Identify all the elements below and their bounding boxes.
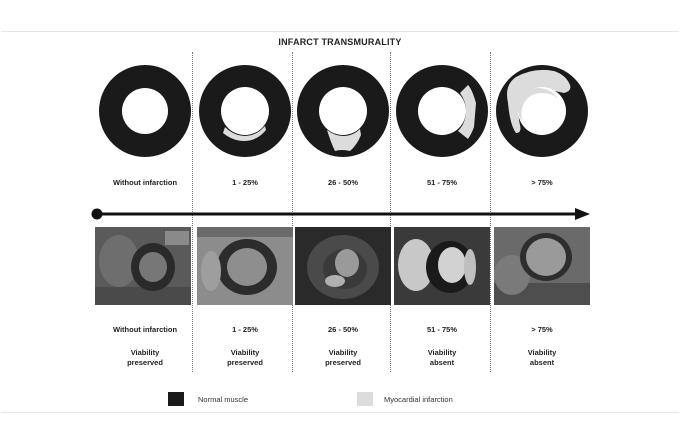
legend-swatch-infarct: [357, 392, 373, 406]
viability-label-0: Viability preserved: [127, 348, 163, 367]
legend-swatch-muscle: [168, 392, 184, 406]
legend-label-muscle: Normal muscle: [198, 395, 249, 404]
column-divider: [490, 52, 491, 372]
viability-label-2: Viability preserved: [325, 348, 361, 367]
legend-label-infarct: Myocardial infarction: [384, 395, 453, 404]
viability-label-3: Viability absent: [427, 348, 457, 367]
viability-label-1: Viability preserved: [227, 348, 263, 367]
mri-label-3: 51 - 75%: [426, 325, 458, 334]
viability-label-4: Viability absent: [527, 348, 557, 367]
ring-without-infarction: [99, 65, 191, 157]
mri-image-2: [295, 227, 391, 305]
mri-label-1: 1 - 25%: [232, 325, 258, 334]
column-divider: [292, 52, 293, 372]
column-label-1: 1 - 25%: [232, 178, 258, 187]
mri-label-4: > 75%: [531, 325, 553, 334]
mri-label-0: Without infarction: [112, 325, 178, 334]
mri-image-0: [95, 227, 191, 305]
column-label-2: 26 - 50%: [327, 178, 359, 187]
mri-label-2: 26 - 50%: [327, 325, 359, 334]
mri-image-1: [197, 227, 293, 305]
ring-over-75: [496, 65, 588, 157]
column-divider: [192, 52, 193, 372]
ring-51-75: [396, 65, 488, 157]
ring-26-50: [297, 65, 389, 157]
mri-image-3: [394, 227, 490, 305]
mri-image-4: [494, 227, 590, 305]
column-divider: [390, 52, 391, 372]
column-label-4: > 75%: [531, 178, 553, 187]
figure-title: INFARCT TRANSMURALITY: [278, 37, 402, 47]
column-label-3: 51 - 75%: [426, 178, 458, 187]
timeline-arrow: [91, 208, 590, 220]
ring-1-25: [199, 65, 291, 157]
column-label-0: Without infarction: [112, 178, 178, 187]
